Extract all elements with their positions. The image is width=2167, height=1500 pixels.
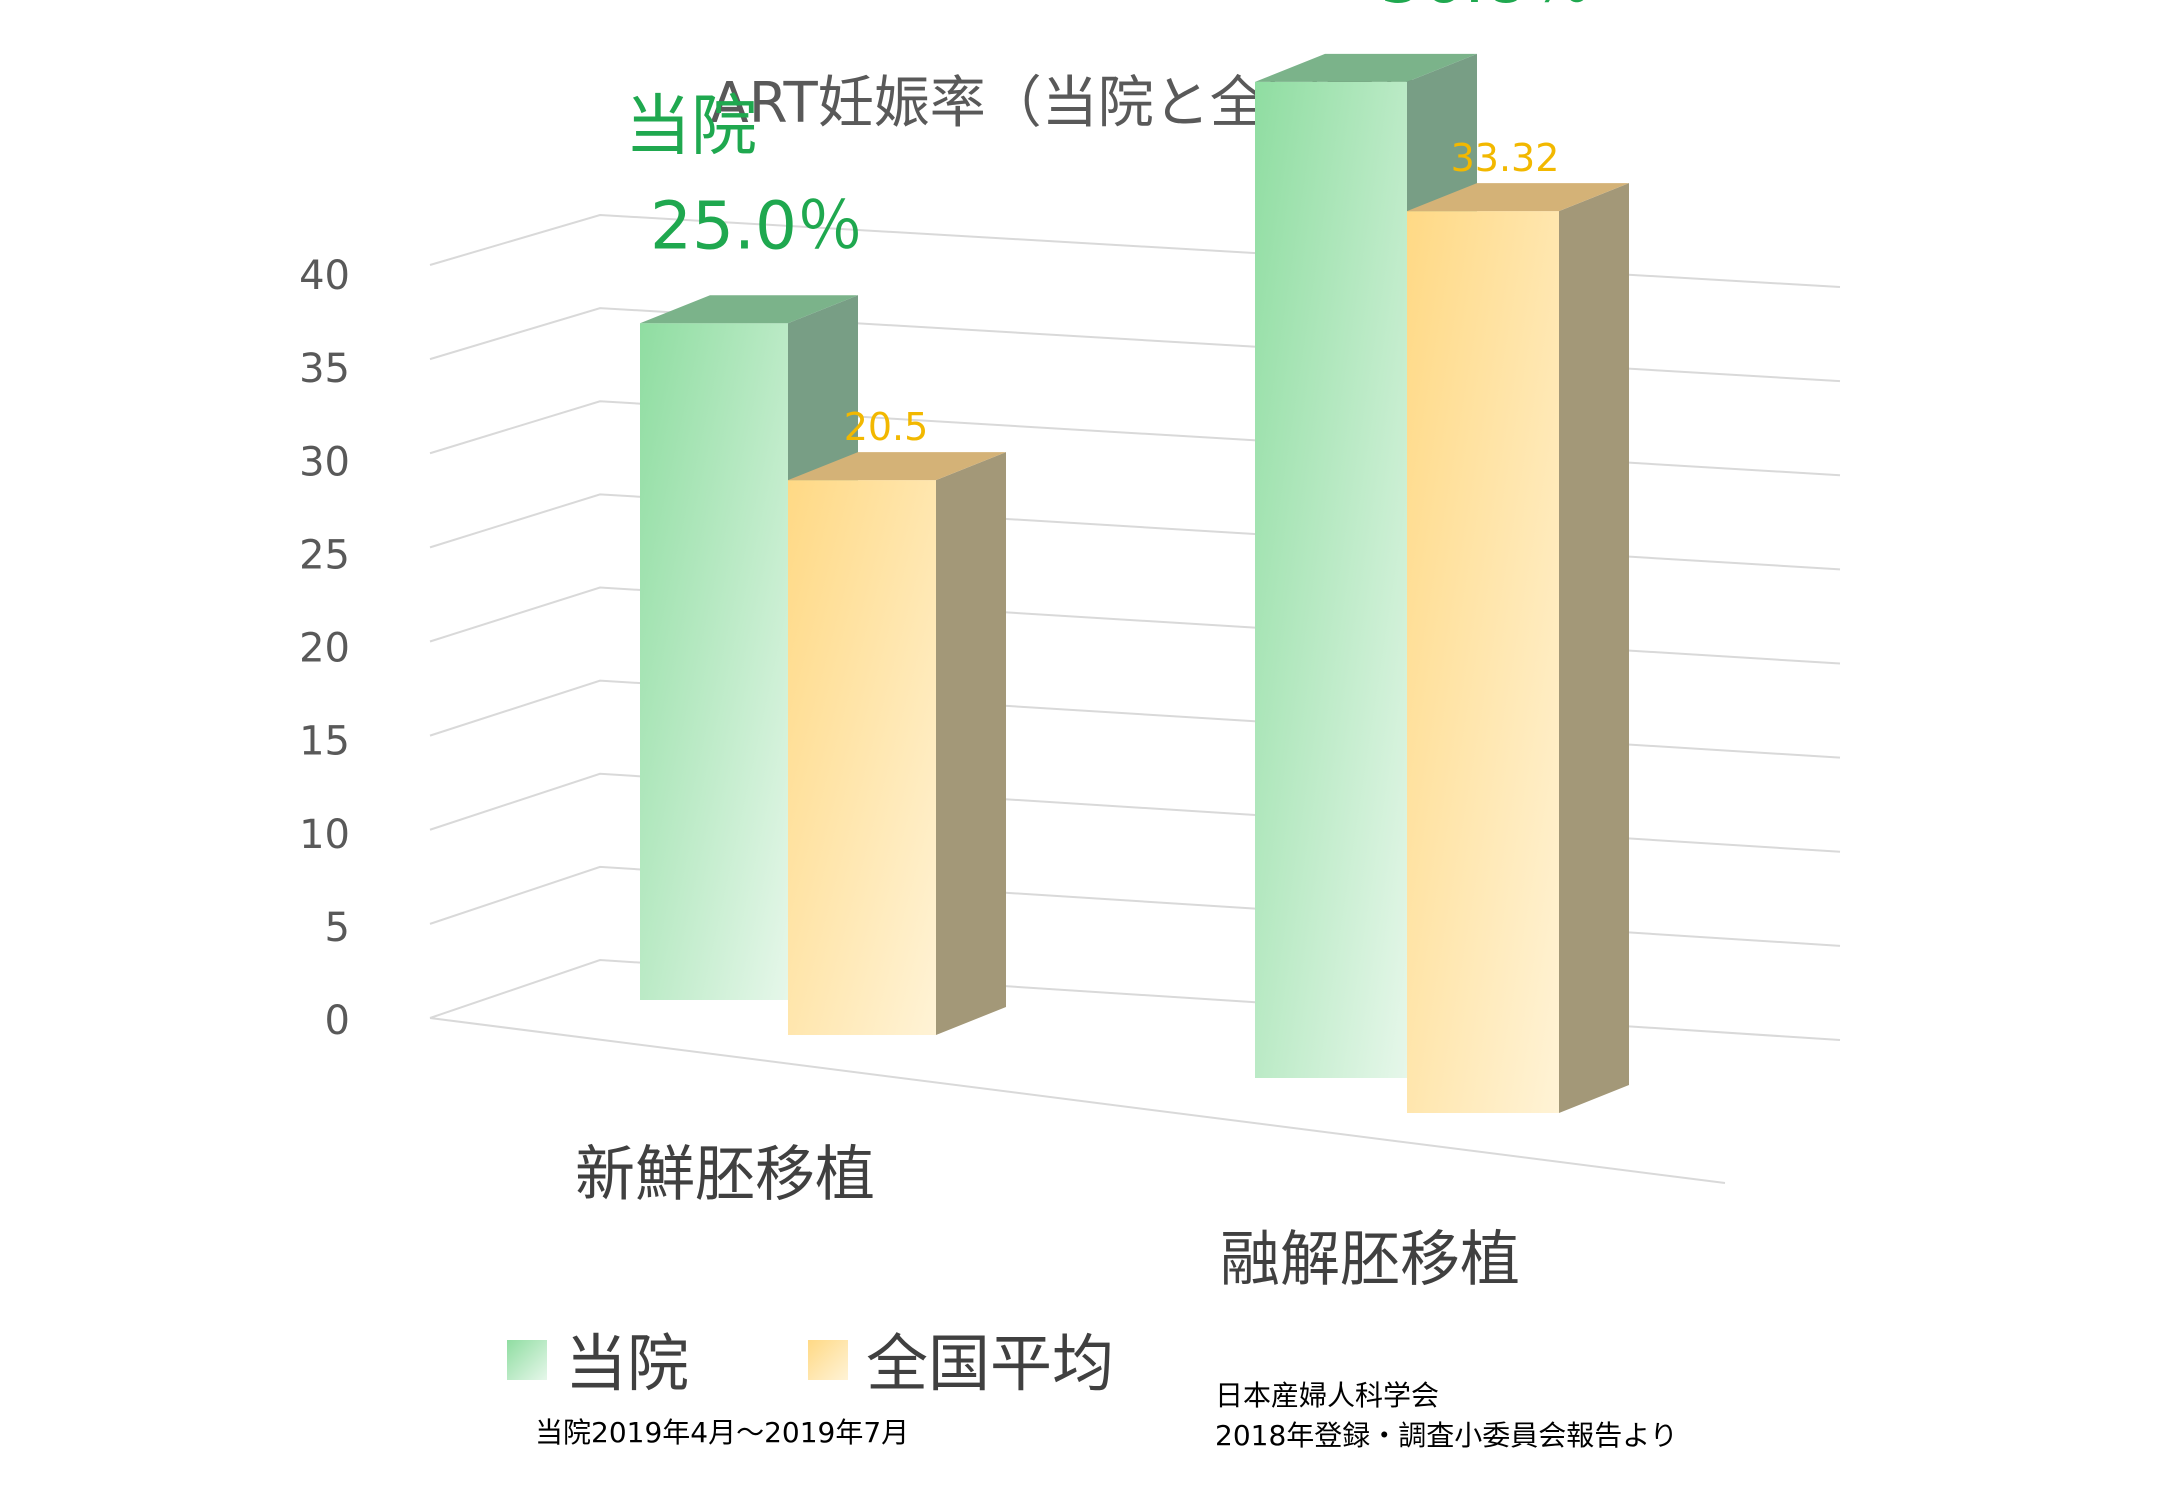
y-tick-label: 35 [299,346,350,392]
y-tick-label: 30 [299,439,350,485]
legend: 当院 全国平均 [507,1327,1114,1400]
bars [640,53,1629,1113]
y-tick-label: 40 [299,253,350,299]
data-label-value: 33.32 [1451,136,1560,180]
bar-top [1407,183,1629,212]
bar-side [936,452,1006,1036]
legend-label-hospital: 当院 [565,1327,689,1400]
bar-top [640,295,858,324]
bar-side [1559,183,1629,1113]
legend-label-national: 全国平均 [866,1327,1114,1400]
bar [1407,211,1559,1113]
bar-top [1255,53,1477,82]
y-tick-label: 20 [299,626,350,672]
y-tick-label: 15 [299,719,350,765]
legend-swatch-national [808,1340,848,1380]
bar [788,480,936,1036]
data-label-value: 25.0％ [650,187,863,264]
data-label-prefix: 当院 [625,87,757,164]
source-note-line1: 日本産婦人科学会 [1215,1379,1439,1412]
source-note-line2: 2018年登録・調査小委員会報告より [1215,1419,1678,1452]
y-axis-ticks: 0 5 10 15 20 25 30 35 40 [299,253,350,1044]
y-tick-label: 0 [325,998,350,1044]
category-label-frozen: 融解胚移植 [1220,1225,1520,1295]
bar-top [788,452,1006,481]
bar [1255,81,1407,1079]
data-label-value: 20.5 [844,405,929,449]
floor-edge [429,1017,1726,1184]
legend-swatch-hospital [507,1340,547,1380]
data-label-value: 36.8％ [1380,0,1593,18]
y-tick-label: 5 [325,905,350,951]
y-tick-label: 10 [299,812,350,858]
period-note: 当院2019年4月～2019年7月 [535,1416,909,1449]
bar [640,323,788,1000]
category-label-fresh: 新鮮胚移植 [575,1140,875,1210]
y-tick-label: 25 [299,532,350,578]
